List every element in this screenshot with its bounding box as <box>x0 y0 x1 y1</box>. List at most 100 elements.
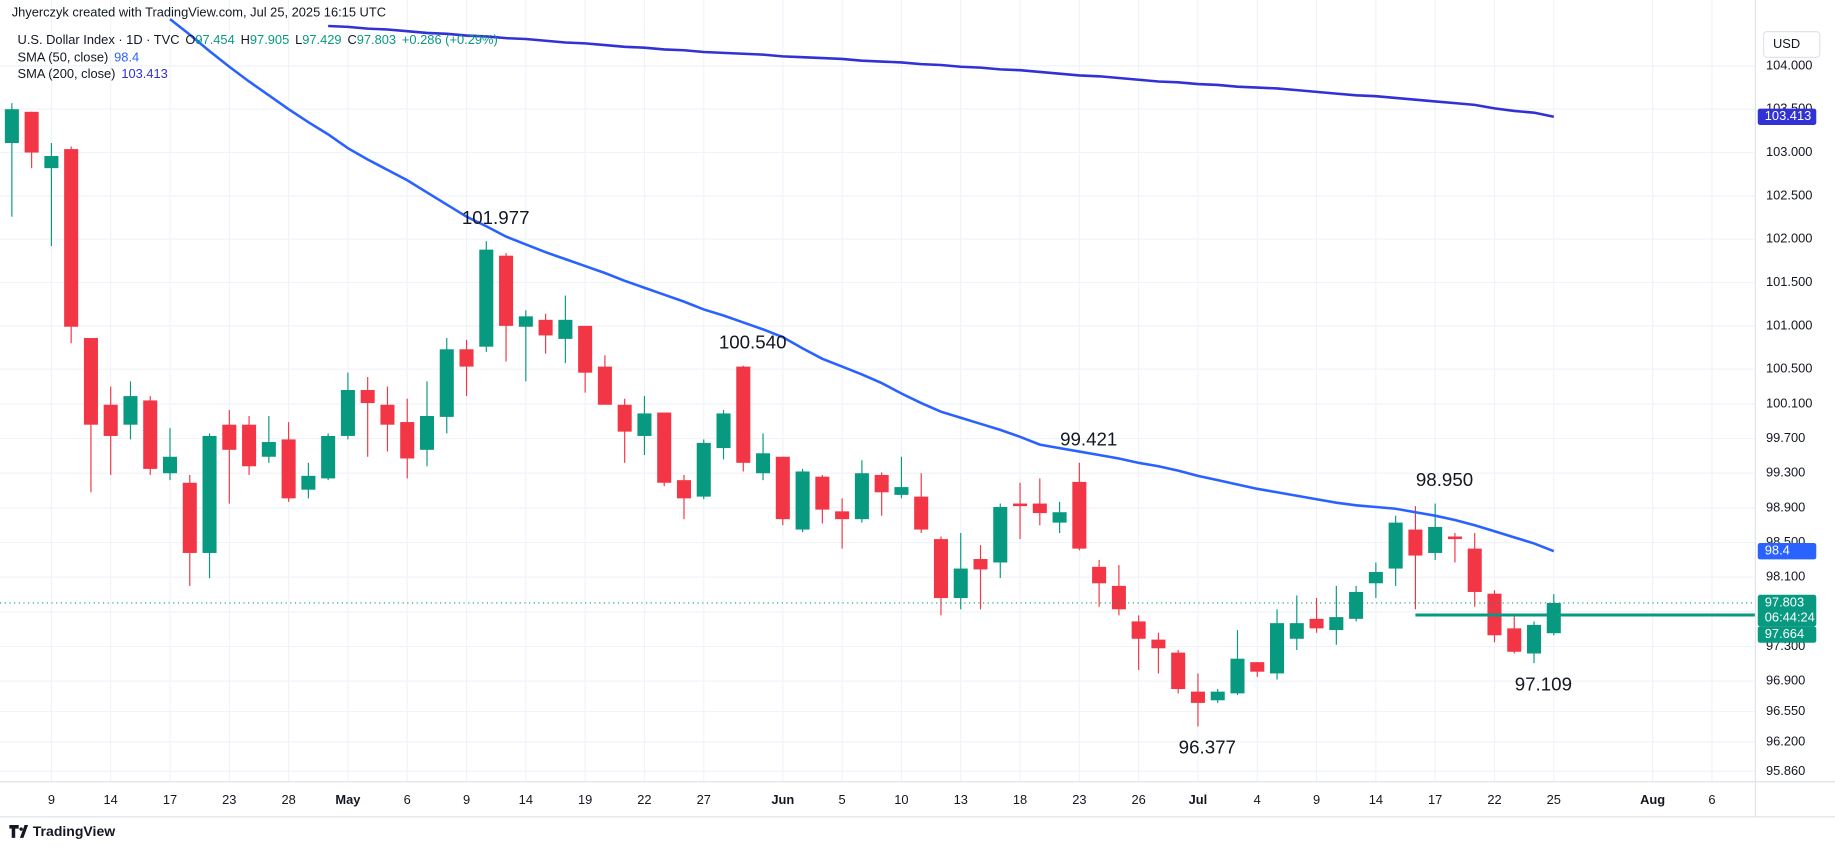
logo-icon <box>9 825 29 838</box>
currency[interactable]: USD <box>1773 36 1800 51</box>
candle-body <box>933 539 948 599</box>
sma-legend: SMA (200, close) 103.413 <box>18 66 168 81</box>
candle-body <box>1329 617 1344 631</box>
x-tick-label: Jun <box>771 792 794 807</box>
candle-body <box>24 111 39 153</box>
currency-box[interactable] <box>1763 31 1821 58</box>
sma-price-label: 103.413 <box>1765 108 1811 123</box>
level-price-label: 97.664 <box>1765 626 1804 641</box>
candle-body <box>696 442 711 497</box>
candle-body <box>854 473 869 520</box>
ohlc-key: O <box>185 32 195 47</box>
y-tick-label: 99.300 <box>1766 465 1805 480</box>
candle-body <box>1072 481 1087 549</box>
x-tick-label: 9 <box>463 792 470 807</box>
candle-body <box>676 480 692 499</box>
candle-body <box>795 471 810 530</box>
x-tick-label: 22 <box>637 792 651 807</box>
y-tick-label: 98.100 <box>1766 569 1805 584</box>
last-price-box <box>1757 594 1817 627</box>
y-tick-label: 98.900 <box>1766 499 1805 514</box>
price-annotation: 96.377 <box>1179 737 1236 758</box>
candle-body <box>815 476 830 510</box>
candle-body <box>1368 572 1383 584</box>
sma-price-box <box>1757 108 1817 125</box>
candle-body <box>597 366 612 405</box>
candle-body <box>1349 591 1364 619</box>
candle-body <box>1210 691 1225 701</box>
symbol-legend: U.S. Dollar Index · 1D · TVC O97.454 H97.9… <box>18 32 498 47</box>
footer-logo: TradingView <box>9 823 115 839</box>
candle-body <box>578 325 593 373</box>
candle-body <box>479 249 494 347</box>
candle-body <box>1131 621 1146 639</box>
x-tick-label: 9 <box>48 792 55 807</box>
x-tick-label: 23 <box>222 792 236 807</box>
candle-body <box>103 404 118 436</box>
sma-name: SMA (50, close) <box>18 50 109 65</box>
sma-line <box>169 18 1555 553</box>
footer-brand: TradingView <box>33 823 115 839</box>
candle-body <box>1289 623 1304 639</box>
candle-body <box>637 413 652 436</box>
x-tick-label: 14 <box>519 792 533 807</box>
y-tick-label: 96.200 <box>1766 733 1805 748</box>
candle-body <box>835 511 850 520</box>
candle-body <box>1270 623 1285 674</box>
sma-value: 103.413 <box>121 66 167 81</box>
x-tick-label: 22 <box>1487 792 1501 807</box>
ohlc-key: H <box>241 32 250 47</box>
price-annotation: 100.540 <box>719 331 787 352</box>
sma-price-label: 98.4 <box>1765 543 1790 558</box>
x-tick-label: 4 <box>1254 792 1261 807</box>
candle-body <box>973 559 988 570</box>
candle-body <box>143 400 158 469</box>
sma-legend: SMA (50, close) 98.4 <box>18 50 140 65</box>
sma-line <box>328 24 1555 119</box>
x-tick-label: 18 <box>1013 792 1027 807</box>
last-price-label: 97.803 <box>1765 594 1804 609</box>
candle-body <box>1111 585 1126 610</box>
candle-body <box>222 424 237 450</box>
candle-body <box>716 413 731 449</box>
candle-body <box>953 568 968 599</box>
y-tick-label: 99.700 <box>1766 430 1805 445</box>
candle-body <box>321 435 336 479</box>
change: +0.286 (+0.29%) <box>402 32 498 47</box>
x-tick-label: 25 <box>1547 792 1561 807</box>
candle-body <box>83 338 98 425</box>
plot-area: 101.977 100.540 99.421 98.950 96.377 97.109 <box>0 18 1756 758</box>
candle-body <box>1151 639 1166 649</box>
candle-body <box>756 453 771 474</box>
candle-body <box>1507 628 1522 652</box>
candle-body <box>202 435 217 553</box>
candle-body <box>1447 536 1462 540</box>
y-tick-label: 101.500 <box>1766 274 1812 289</box>
x-tick-label: 23 <box>1072 792 1086 807</box>
x-tick-label: 14 <box>104 792 118 807</box>
candle-body <box>44 156 59 169</box>
level-price-box <box>1757 626 1817 643</box>
candle-body <box>400 422 415 459</box>
candle-body <box>4 109 19 144</box>
candle-body <box>459 349 474 367</box>
candle-body <box>162 456 178 474</box>
candle-body <box>64 149 79 327</box>
x-tick-label: 13 <box>954 792 968 807</box>
price-annotation: 97.109 <box>1515 673 1572 694</box>
ohlc-key: C <box>347 32 356 47</box>
ohlc-key: L <box>295 32 302 47</box>
candle-body <box>1467 548 1482 592</box>
price-annotation: 98.950 <box>1416 469 1473 490</box>
y-tick-label: 103.000 <box>1766 144 1812 159</box>
x-tick-label: 17 <box>163 792 177 807</box>
candle-body <box>617 404 632 432</box>
y-tick-label: 100.500 <box>1766 361 1812 376</box>
credit: Jhyerczyk created with TradingView.com, … <box>12 4 386 19</box>
candle-body <box>1250 662 1265 672</box>
x-tick-label: 27 <box>697 792 711 807</box>
y-tick-label: 102.000 <box>1766 231 1812 246</box>
overlay: Jhyerczyk created with TradingView.com, … <box>9 4 1821 839</box>
x-tick-label: 6 <box>1708 792 1715 807</box>
y-tick-label: 101.000 <box>1766 317 1812 332</box>
